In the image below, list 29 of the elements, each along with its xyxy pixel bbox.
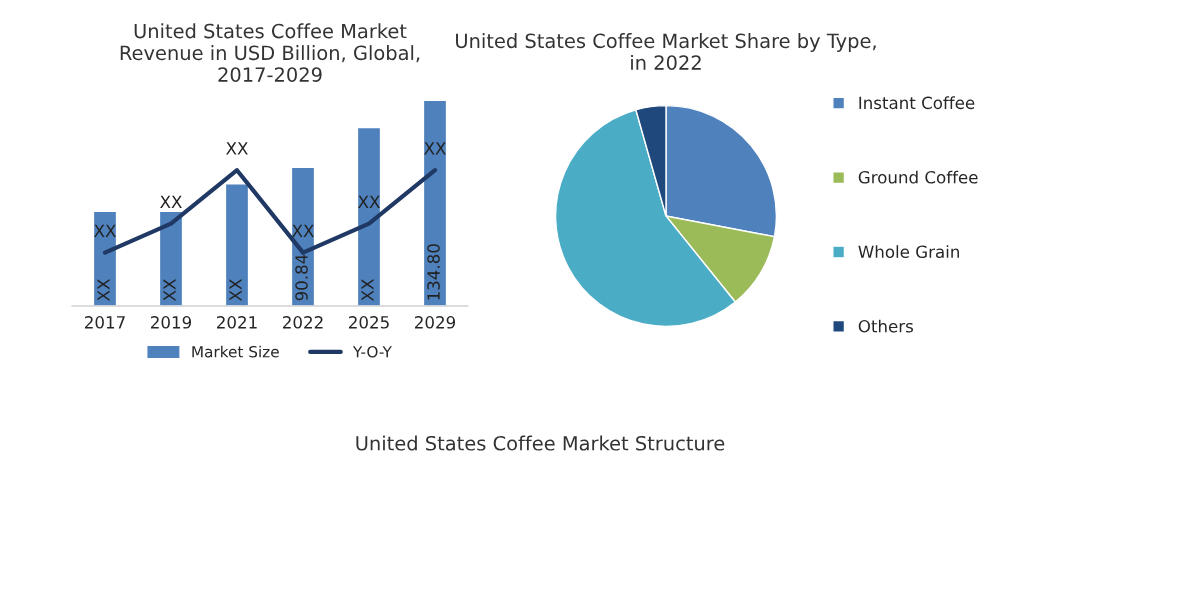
data-label: 90.84 bbox=[295, 254, 308, 301]
data-label: XX bbox=[292, 224, 314, 237]
data-label: XX bbox=[163, 279, 176, 301]
chart-title: United States Coffee Market Revenue in USD Billion, Global, 2017-2029 bbox=[120, 23, 420, 82]
chart-title: United States Coffee Market Share by Type, in 2022 bbox=[456, 33, 876, 70]
bar bbox=[224, 183, 250, 306]
data-label: XX bbox=[97, 279, 110, 301]
x-tick-label: 2025 bbox=[349, 316, 389, 329]
legend-label: Whole Grain bbox=[858, 245, 959, 259]
data-label: XX bbox=[424, 142, 446, 155]
data-label: XX bbox=[358, 195, 380, 208]
x-tick-label: 2029 bbox=[415, 316, 456, 329]
x-tick-label: 2021 bbox=[217, 316, 257, 329]
x-tick-label: 2019 bbox=[151, 316, 192, 329]
legend-label: Market Size bbox=[192, 345, 279, 358]
x-tick-label: 2022 bbox=[283, 316, 323, 329]
data-label: XX bbox=[361, 279, 374, 301]
legend-label: Ground Coffee bbox=[858, 170, 978, 184]
data-label: XX bbox=[226, 142, 248, 155]
legend-label: Others bbox=[858, 319, 913, 333]
bar bbox=[356, 126, 382, 306]
data-label: XX bbox=[229, 279, 242, 301]
x-tick-label: 2017 bbox=[85, 316, 125, 329]
text: United States Coffee Market Structure bbox=[356, 435, 725, 451]
data-label: XX bbox=[160, 195, 182, 208]
legend-label: Instant Coffee bbox=[859, 96, 975, 110]
legend-label: Y-O-Y bbox=[352, 345, 392, 358]
data-label: XX bbox=[94, 224, 116, 237]
data-label: 134.80 bbox=[427, 244, 440, 300]
